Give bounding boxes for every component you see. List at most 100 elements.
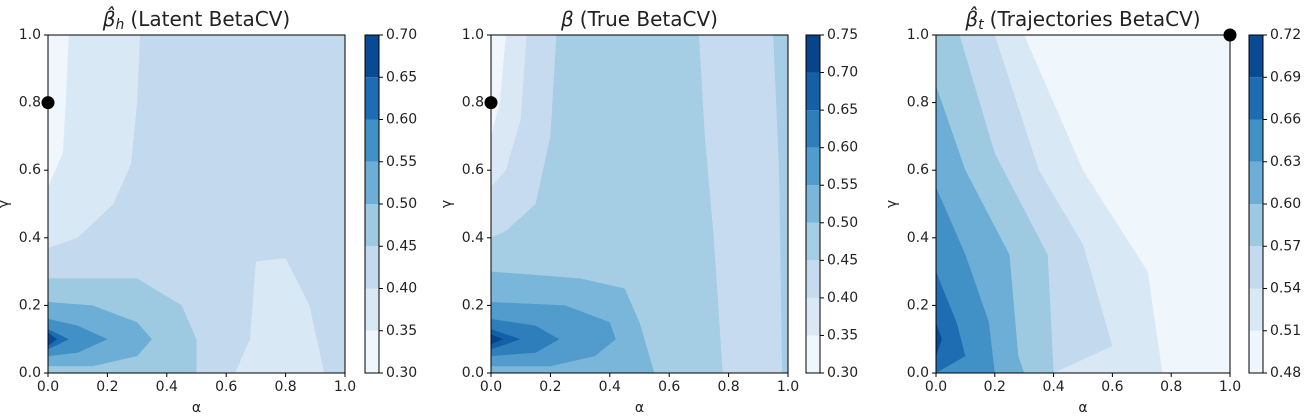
- x-tick-label: 0.8: [274, 379, 296, 395]
- colorbar-band: [1249, 77, 1263, 120]
- contour-band: [48, 35, 69, 188]
- x-tick-label: 0.4: [1042, 379, 1064, 395]
- colorbar-tick-label: 0.60: [827, 140, 858, 156]
- colorbar-band: [365, 330, 379, 373]
- x-tick-label: 0.4: [599, 379, 621, 395]
- x-tick-label: 1.0: [334, 379, 356, 395]
- colorbar-tick-label: 0.65: [827, 102, 858, 118]
- colorbar-band: [806, 335, 820, 373]
- x-tick-label: 1.0: [777, 379, 799, 395]
- title-symbol: β: [560, 7, 574, 31]
- x-axis-label: α: [1078, 400, 1087, 416]
- contour-band: [491, 334, 503, 345]
- x-tick-label: 0.6: [215, 379, 237, 395]
- marker: [484, 96, 498, 110]
- colorbar-tick-label: 0.54: [1270, 281, 1301, 297]
- colorbar-tick-label: 0.72: [1270, 27, 1301, 43]
- y-tick-label: 0.6: [19, 162, 41, 178]
- x-tick-label: 0.2: [539, 379, 561, 395]
- colorbar-tick-label: 0.45: [827, 252, 858, 268]
- y-tick-label: 0.0: [19, 365, 41, 381]
- x-tick-label: 0.0: [480, 379, 502, 395]
- axes-frame: [490, 34, 789, 374]
- title-text: (Latent BetaCV): [130, 7, 290, 31]
- title-subscript: h: [116, 17, 125, 33]
- y-tick-label: 0.4: [462, 230, 484, 246]
- colorbar-tick-label: 0.50: [386, 196, 417, 212]
- colorbar-band: [1249, 35, 1263, 78]
- colorbar-tick-label: 0.45: [386, 238, 417, 254]
- x-axis-label: α: [192, 400, 201, 416]
- y-tick-label: 0.8: [462, 95, 484, 111]
- colorbar-band: [365, 246, 379, 289]
- x-tick-label: 0.8: [717, 379, 739, 395]
- y-tick-label: 0.2: [907, 297, 929, 313]
- colorbar-tick-label: 0.63: [1270, 154, 1301, 170]
- x-tick-label: 0.2: [96, 379, 118, 395]
- colorbar-band: [365, 119, 379, 162]
- plot-area: [491, 35, 788, 373]
- y-tick-label: 1.0: [19, 27, 41, 43]
- title-symbol: β̂: [964, 6, 978, 31]
- contour-band: [48, 35, 141, 248]
- colorbar-tick-label: 0.60: [386, 112, 417, 128]
- colorbar-band: [365, 77, 379, 120]
- colorbar-band: [365, 35, 379, 78]
- contour-band: [48, 329, 69, 350]
- y-tick-label: 0.0: [462, 365, 484, 381]
- y-tick-label: 0.8: [19, 95, 41, 111]
- colorbar-tick-label: 0.70: [386, 27, 417, 43]
- y-tick-label: 0.2: [462, 297, 484, 313]
- colorbar-tick-label: 0.69: [1270, 69, 1301, 85]
- y-tick-label: 0.0: [907, 365, 929, 381]
- colorbar-tick-label: 0.55: [827, 177, 858, 193]
- colorbar-band: [806, 260, 820, 298]
- colorbar-band: [806, 35, 820, 73]
- colorbar-band: [365, 161, 379, 204]
- contour-band: [491, 318, 560, 357]
- x-tick-label: 0.8: [1160, 379, 1182, 395]
- colorbar-band: [806, 110, 820, 148]
- colorbar-tick-label: 0.40: [827, 290, 858, 306]
- chart-title: β (True BetaCV): [560, 7, 718, 31]
- y-tick-label: 0.4: [907, 230, 929, 246]
- x-axis-label: α: [635, 400, 644, 416]
- colorbar-band: [1249, 161, 1263, 204]
- colorbar-band: [806, 147, 820, 186]
- colorbar-tick-label: 0.35: [827, 327, 858, 343]
- x-tick-label: 0.6: [1101, 379, 1123, 395]
- title-text: (Trajectories BetaCV): [990, 7, 1201, 31]
- colorbar-tick-label: 0.30: [386, 365, 417, 381]
- colorbar-tick-label: 0.65: [386, 69, 417, 85]
- colorbar-tick-label: 0.66: [1270, 112, 1301, 128]
- y-tick-label: 1.0: [907, 27, 929, 43]
- x-tick-label: 0.0: [925, 379, 947, 395]
- title-symbol: β̂: [102, 6, 116, 31]
- colorbar-tick-label: 0.51: [1270, 323, 1301, 339]
- colorbar-tick-label: 0.48: [1270, 365, 1301, 381]
- y-tick-label: 1.0: [462, 27, 484, 43]
- plot-area: [48, 35, 345, 373]
- x-tick-label: 0.4: [156, 379, 178, 395]
- axes-frame: [47, 34, 346, 374]
- y-tick-label: 0.6: [907, 162, 929, 178]
- colorbar-band: [806, 72, 820, 111]
- title-subscript: t: [978, 17, 984, 33]
- colorbar-band: [365, 204, 379, 247]
- colorbar-band: [1249, 288, 1263, 331]
- colorbar-tick-label: 0.35: [386, 323, 417, 339]
- contour-band: [48, 332, 57, 346]
- colorbar-tick-label: 0.50: [827, 215, 858, 231]
- colorbar-frame: [805, 34, 821, 374]
- y-tick-label: 0.8: [907, 95, 929, 111]
- colorbar-band: [1249, 246, 1263, 289]
- colorbar-band: [365, 288, 379, 331]
- contour-band: [235, 258, 325, 373]
- y-tick-label: 0.4: [19, 230, 41, 246]
- axes-frame: [935, 34, 1231, 374]
- x-tick-label: 0.2: [984, 379, 1006, 395]
- contour-band: [936, 322, 942, 357]
- x-tick-label: 1.0: [1219, 379, 1241, 395]
- chart-title: β̂h (Latent BetaCV): [102, 6, 290, 33]
- title-text: (True BetaCV): [580, 7, 718, 31]
